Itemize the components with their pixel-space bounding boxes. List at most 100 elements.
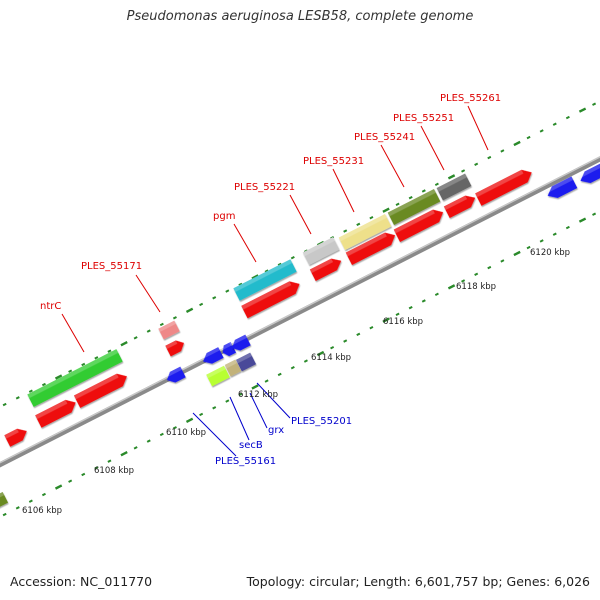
gene-blue-f-shape (580, 163, 600, 184)
gene-PLES-55251-highlight (436, 173, 467, 192)
axis-label-6108: 6108 kbp (94, 466, 134, 476)
tick-tracks (2, 102, 597, 517)
gene-labels: ntrC PLES_55171 pgm PLES_55221 PLES_5523… (40, 93, 501, 467)
upper-track-tick (146, 329, 151, 333)
leader-ntrC (61, 313, 85, 353)
gene-red-i-highlight (443, 195, 467, 210)
lower-track-tick (434, 292, 439, 296)
upper-track-tick (94, 356, 99, 360)
upper-track-tick (552, 122, 557, 126)
upper-track-tick (133, 336, 138, 340)
gene-red-g-highlight (345, 232, 387, 257)
gene-PLES-55241 (387, 188, 441, 226)
leader-PLES-55161 (192, 412, 237, 457)
gene-red-i (443, 195, 476, 219)
gene-blue-b-highlight (200, 347, 220, 360)
lower-track-tick (94, 466, 99, 470)
lower-track-tick (68, 479, 73, 483)
gene-PLES-55241-highlight (387, 188, 436, 217)
gene-PLES-55161 (206, 365, 230, 387)
lower-track-tick (421, 299, 426, 303)
gene-blue-e (544, 176, 578, 198)
gene-blue-f (577, 163, 600, 184)
label-PLES-55221: PLES_55221 (234, 182, 295, 193)
gene-PLES-55221 (302, 237, 340, 265)
lower-track-tick (15, 506, 20, 510)
gene-red-h (393, 209, 444, 243)
gene-blue-d-shape (231, 334, 251, 351)
lower-track-tick (552, 232, 557, 236)
lower-track-tick (461, 279, 466, 283)
label-PLES-55201: PLES_55201 (291, 416, 352, 427)
gene-ntrC-highlight (27, 349, 119, 399)
label-pgm: pgm (213, 211, 235, 222)
gene-PLES-55231-highlight (338, 213, 387, 242)
gene-red-e (241, 281, 300, 319)
gene-PLES-55171-highlight (158, 320, 176, 332)
upper-track-tick (592, 102, 597, 106)
gene-blue-c (219, 341, 237, 357)
gene-PLES-55161-shape (206, 365, 230, 387)
gene-blue-d-highlight (229, 334, 247, 346)
gene-PLES-55221-shape (302, 237, 340, 265)
gene-PLES-55241-shape (387, 188, 441, 226)
lower-track-tick (212, 406, 217, 410)
lower-track-tick (369, 325, 374, 330)
label-PLES-55231: PLES_55231 (303, 156, 364, 167)
lower-track-tick (225, 399, 230, 403)
gene-red-f-highlight (309, 258, 333, 273)
axis-label-6114: 6114 kbp (311, 353, 351, 363)
lower-track-tick (107, 459, 112, 463)
label-ntrC: ntrC (40, 301, 61, 312)
label-PLES-55161: PLES_55161 (215, 456, 276, 467)
lower-track-tick (290, 366, 295, 370)
label-PLES-55251: PLES_55251 (393, 113, 454, 124)
gene-red-f-shape (309, 258, 342, 282)
upper-track-tick (500, 149, 505, 153)
lower-track-tick (54, 484, 63, 490)
gene-red-h-shape (393, 209, 444, 243)
lower-track-tick (303, 359, 308, 363)
gene-blue-a-highlight (164, 366, 182, 378)
gene-blue-e-shape (547, 176, 578, 198)
gene-PLES-55231-shape (338, 213, 392, 251)
lower-track-tick (172, 426, 177, 430)
lower-track-tick (395, 312, 400, 317)
gene-red-j-shape (475, 169, 532, 206)
gene-blue-c-highlight (219, 341, 233, 351)
gene-red-c-shape (73, 373, 127, 408)
lower-track-tick (238, 392, 243, 397)
gene-secB (224, 359, 242, 377)
gene-secB-highlight (224, 359, 238, 369)
lower-track-tick (146, 439, 151, 443)
gene-red-c-highlight (73, 373, 119, 400)
upper-track-tick (382, 207, 390, 213)
genome-backbone (0, 134, 600, 485)
upper-track-tick (15, 396, 20, 400)
gene-PLES-55161-highlight (206, 365, 226, 379)
upper-track-tick (225, 289, 230, 293)
axis-label-6118: 6118 kbp (456, 282, 496, 292)
upper-track-tick (251, 274, 259, 280)
axis-label-6112: 6112 kbp (238, 390, 278, 400)
lower-track-tick (382, 317, 390, 323)
gene-red-g (345, 232, 396, 266)
upper-track-tick (238, 282, 243, 287)
gene-red-j (475, 169, 532, 206)
upper-track-tick (68, 369, 73, 373)
label-leaders (61, 105, 489, 457)
lower-track-tick (330, 346, 335, 350)
leader-PLES-55171 (135, 274, 161, 313)
label-PLES-55171: PLES_55171 (81, 261, 142, 272)
lower-track-tick (513, 250, 521, 257)
lower-track-tick (356, 332, 361, 337)
lower-track-tick (500, 259, 505, 263)
gene-red-h-highlight (393, 209, 435, 234)
gene-grx (235, 352, 257, 372)
gene-PLES-55231 (338, 213, 392, 251)
gene-red-b-shape (35, 399, 76, 428)
lower-track-tick (408, 305, 413, 310)
gene-red-i-shape (443, 195, 476, 219)
leader-PLES-55201 (256, 382, 291, 419)
lower-track-tick (81, 472, 86, 477)
